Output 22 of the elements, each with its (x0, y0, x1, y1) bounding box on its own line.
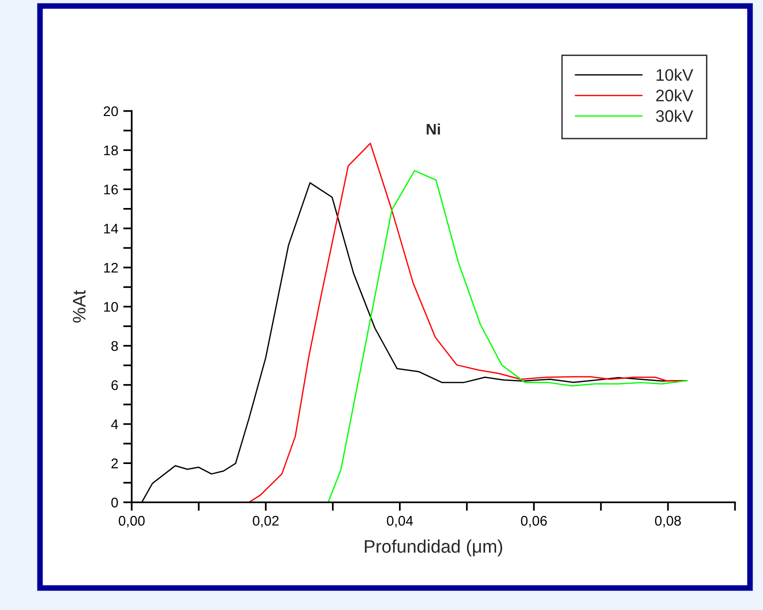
y-tick-label: 2 (111, 458, 118, 468)
y-tick-label: 14 (104, 224, 118, 234)
y-tick-label: 16 (104, 184, 118, 194)
y-tick-label: 20 (104, 106, 118, 116)
y-tick-label: 0 (111, 498, 118, 508)
x-tick-label: 0,04 (386, 516, 413, 528)
legend-label: 20kV (656, 89, 694, 102)
y-axis-title: %At (72, 290, 86, 323)
y-tick-label: 18 (104, 145, 118, 156)
y-tick-label: 8 (111, 341, 118, 351)
y-tick-label: 6 (111, 380, 118, 390)
y-tick-label: 4 (111, 420, 118, 430)
x-tick-label: 0,08 (654, 516, 681, 528)
legend-label: 10kV (656, 68, 694, 81)
y-tick-label: 12 (104, 262, 118, 273)
text: Ni (426, 123, 440, 135)
legend-label: 30kV (656, 110, 694, 122)
x-tick-label: 0,02 (252, 516, 279, 528)
x-axis-title: Profundidad (μm) (364, 540, 502, 556)
y-tick-label: 10 (104, 302, 118, 312)
x-tick-label: 0,00 (118, 516, 145, 528)
x-tick-label: 0,06 (520, 516, 547, 528)
